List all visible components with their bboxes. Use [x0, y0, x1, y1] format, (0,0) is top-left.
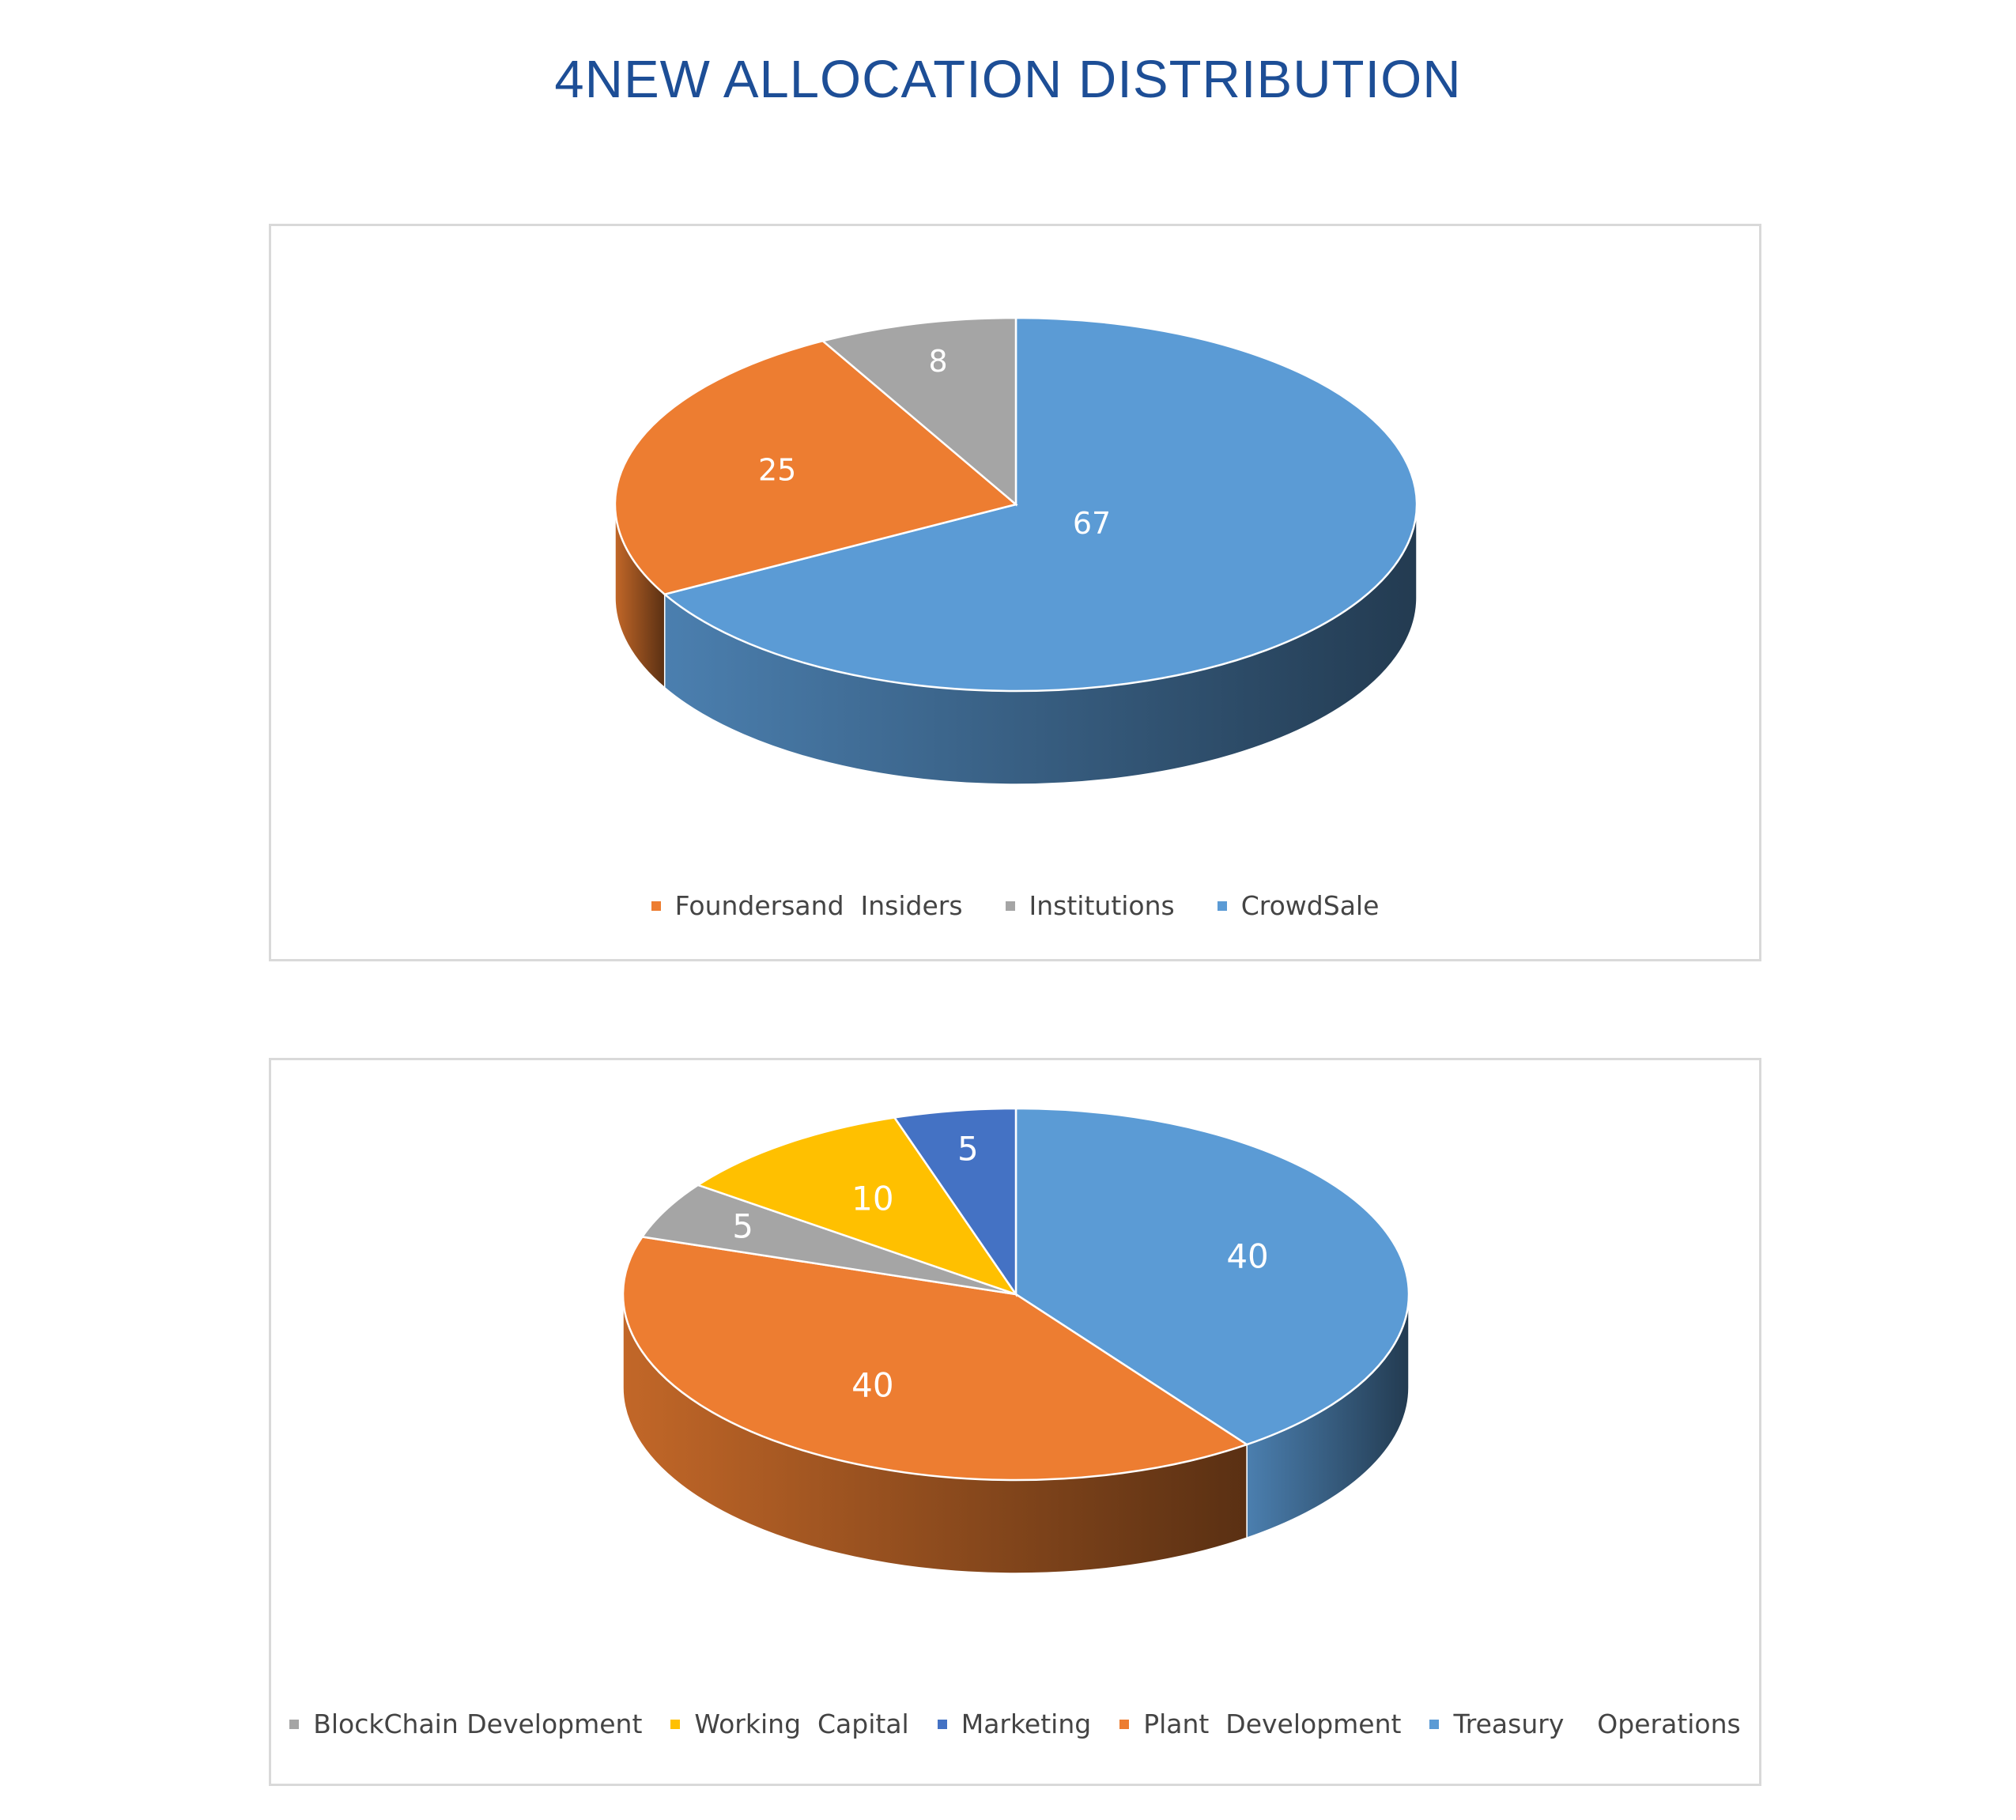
pie-slice [893, 1107, 1017, 1298]
legend-label: Institutions [1029, 890, 1175, 921]
legend-item: Foundersand Insiders [651, 890, 963, 921]
legend-swatch [670, 1719, 681, 1729]
pie-data-label: 8 [929, 344, 948, 379]
legend-swatch [651, 901, 661, 911]
pie-chart-use-of-funds: 40 40 5 10 5 [621, 1107, 1410, 1574]
legend-item: Institutions [1005, 890, 1175, 921]
legend-swatch [1429, 1719, 1440, 1729]
legend-label: BlockChain Development [313, 1709, 643, 1739]
legend-swatch [1119, 1719, 1130, 1729]
legend-swatch [1217, 901, 1227, 911]
legend-label: Marketing [961, 1709, 1092, 1739]
legend-label: Foundersand Insiders [674, 890, 963, 921]
pie-top-faces [621, 1107, 1410, 1482]
pie-slice [640, 1184, 1017, 1296]
pie-data-label: 10 [851, 1180, 893, 1218]
pie-data-label: 40 [1226, 1237, 1268, 1275]
legend-item: Plant Development [1119, 1709, 1401, 1739]
pie-data-label: 5 [732, 1206, 753, 1245]
legend-label: CrowdSale [1240, 890, 1380, 921]
page-title: 4NEW ALLOCATION DISTRIBUTION [554, 50, 1462, 109]
chart-panel-use-of-funds: 40 40 5 10 5 BlockChain Development Working C… [269, 1058, 1761, 1786]
pie-data-label: 67 [1073, 506, 1111, 541]
legend-swatch [289, 1719, 300, 1729]
legend-swatch [937, 1719, 947, 1729]
legend-label: Plant Development [1143, 1709, 1402, 1739]
legend-item: CrowdSale [1217, 890, 1380, 921]
legend-label: Treasury Operations [1453, 1709, 1741, 1739]
pie-data-label: 5 [957, 1129, 979, 1168]
pie-slice [821, 316, 1017, 507]
pie-chart-allocation: 67 25 8 [613, 316, 1418, 785]
pie-slice [696, 1116, 1019, 1297]
pie-slice [613, 339, 1018, 596]
chart-legend: Foundersand Insiders Institutions CrowdSal… [271, 890, 1759, 921]
pie-data-label: 25 [758, 453, 796, 488]
pie-data-labels: 40 40 5 10 5 [732, 1129, 1269, 1404]
legend-item: BlockChain Development [289, 1709, 642, 1739]
chart-legend: BlockChain Development Working Capital Mar… [271, 1709, 1759, 1739]
legend-label: Working Capital [694, 1709, 909, 1739]
legend-item: Treasury Operations [1429, 1709, 1741, 1739]
pie-slice [663, 316, 1418, 693]
pie-top-faces [613, 316, 1418, 693]
pie-slice [621, 1236, 1249, 1482]
pie-data-labels: 67 25 8 [758, 344, 1111, 541]
legend-swatch [1005, 901, 1015, 911]
pie-slice [1014, 1107, 1410, 1446]
legend-item: Working Capital [670, 1709, 909, 1739]
pie-data-label: 40 [851, 1365, 893, 1404]
legend-item: Marketing [937, 1709, 1092, 1739]
chart-panel-allocation: 67 25 8 Foundersand Insiders Institutions Cr… [269, 224, 1761, 961]
